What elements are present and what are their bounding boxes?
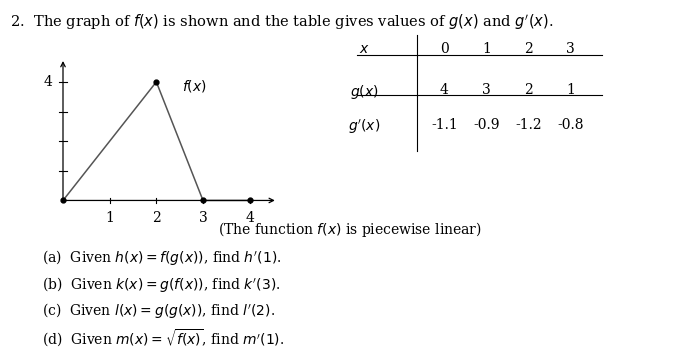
Text: 4: 4 [440,83,449,97]
Text: -0.8: -0.8 [557,118,584,132]
Text: 2.  The graph of $f(x)$ is shown and the table gives values of $g(x)$ and $g'(x): 2. The graph of $f(x)$ is shown and the … [10,12,554,32]
Text: 3: 3 [482,83,491,97]
Text: $g(x)$: $g(x)$ [350,83,378,101]
Text: 0: 0 [440,42,449,56]
Text: (c)  Given $l(x) = g(g(x))$, find $l'(2)$.: (c) Given $l(x) = g(g(x))$, find $l'(2)$… [42,301,275,320]
Text: -0.9: -0.9 [473,118,500,132]
Text: $x$: $x$ [358,42,370,56]
Text: (b)  Given $k(x) = g(f(x))$, find $k'(3)$.: (b) Given $k(x) = g(f(x))$, find $k'(3)$… [42,275,281,294]
Text: 1: 1 [566,83,575,97]
Text: 3: 3 [566,42,575,56]
Text: (a)  Given $h(x) = f(g(x))$, find $h'(1)$.: (a) Given $h(x) = f(g(x))$, find $h'(1)$… [42,248,281,267]
Text: -1.1: -1.1 [431,118,458,132]
Text: 2: 2 [524,83,533,97]
Text: 1: 1 [482,42,491,56]
Text: 2: 2 [152,211,161,225]
Text: 1: 1 [105,211,114,225]
Text: 3: 3 [199,211,207,225]
Text: 4: 4 [44,75,52,89]
Text: 4: 4 [245,211,254,225]
Text: (The function $f(x)$ is piecewise linear): (The function $f(x)$ is piecewise linear… [218,220,482,239]
Text: 2: 2 [524,42,533,56]
Text: -1.2: -1.2 [515,118,542,132]
Text: $f(x)$: $f(x)$ [182,78,206,94]
Text: $g'(x)$: $g'(x)$ [348,118,380,136]
Text: (d)  Given $m(x) = \sqrt{f(x)}$, find $m'(1)$.: (d) Given $m(x) = \sqrt{f(x)}$, find $m'… [42,327,284,349]
